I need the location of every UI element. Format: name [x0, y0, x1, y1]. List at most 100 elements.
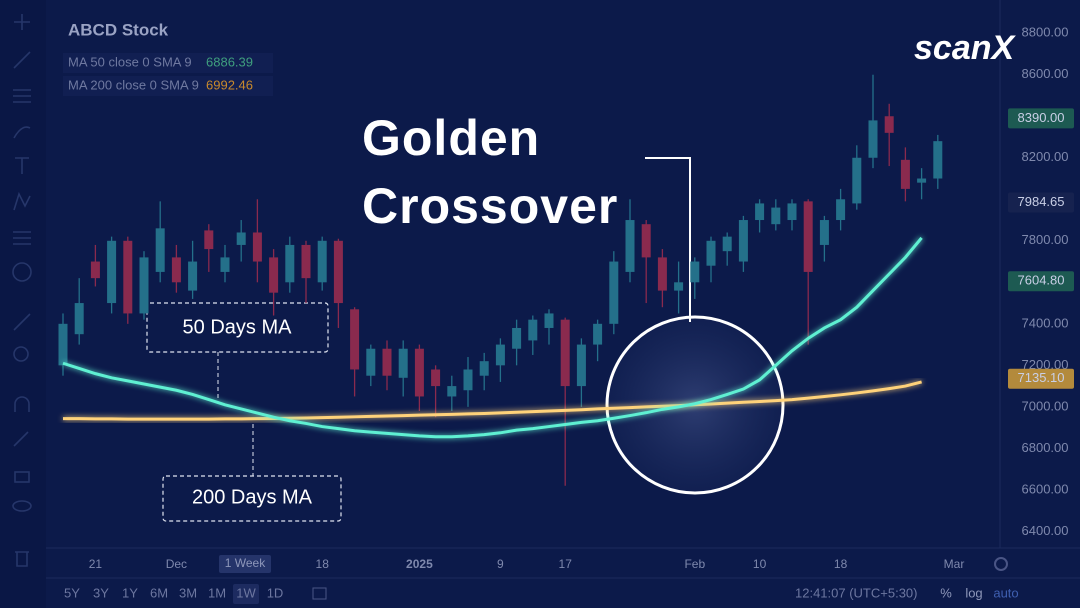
candle-body — [204, 230, 214, 250]
y-tick-label: 8600.00 — [1022, 66, 1069, 81]
candle-body — [463, 369, 473, 391]
candle-body — [755, 203, 765, 221]
logo: scanX — [914, 29, 1016, 67]
x-tick-label: 17 — [559, 557, 573, 571]
lock-draw-tool[interactable] — [13, 431, 29, 447]
candle-body — [431, 369, 441, 387]
price-tag — [1008, 271, 1074, 292]
chart-title: ABCD Stock — [68, 20, 169, 39]
range-button[interactable]: 3Y — [93, 585, 109, 600]
candle-body — [123, 240, 133, 314]
candle-body — [479, 361, 489, 376]
visibility-tool[interactable] — [12, 500, 32, 512]
delete-tool[interactable] — [15, 551, 29, 567]
crosshair-tool[interactable] — [14, 14, 30, 30]
price-tag — [1008, 368, 1074, 389]
candle-body — [447, 386, 457, 397]
x-tick-label: 9 — [497, 557, 504, 571]
y-tick-label: 7400.00 — [1022, 315, 1069, 330]
candle-body — [285, 244, 295, 283]
candle-body — [900, 159, 910, 189]
candle-body — [220, 257, 230, 272]
candle-body — [90, 261, 100, 279]
candle-body — [787, 203, 797, 221]
callout-box — [146, 302, 329, 353]
clock: 12:41:07 (UTC+5:30) — [795, 585, 917, 600]
candle-body — [819, 220, 829, 245]
scale-option[interactable]: auto — [993, 585, 1018, 600]
candle-body — [641, 224, 651, 258]
annotation-connector — [645, 157, 691, 322]
price-tag — [1008, 192, 1074, 213]
prediction-tool[interactable] — [13, 231, 31, 245]
candle-body — [366, 348, 376, 376]
x-tick-label: Mar — [944, 557, 965, 571]
zoom-tool[interactable] — [13, 346, 29, 362]
y-tick-label: 7000.00 — [1022, 398, 1069, 413]
y-tick-label: 6800.00 — [1022, 440, 1069, 455]
candle-body — [690, 261, 700, 283]
candle-body — [495, 344, 505, 366]
y-tick-label: 7800.00 — [1022, 232, 1069, 247]
drawing-tools[interactable] — [12, 14, 32, 567]
candle-body — [528, 319, 538, 341]
x-tick-label: 21 — [89, 557, 103, 571]
legend-value: 6992.46 — [206, 77, 253, 92]
candle-body — [674, 282, 684, 291]
candle-body — [512, 327, 522, 349]
candle-body — [722, 236, 732, 252]
candle-body — [382, 348, 392, 376]
settings-button[interactable] — [994, 557, 1008, 571]
y-tick-label: 6600.00 — [1022, 481, 1069, 496]
candle-body — [171, 257, 181, 283]
candle-body — [771, 207, 781, 225]
range-button[interactable]: 5Y — [64, 585, 80, 600]
range-button[interactable]: 3M — [179, 585, 197, 600]
x-tick-label: Dec — [166, 557, 187, 571]
left-toolbar — [0, 0, 46, 608]
lock-tool[interactable] — [14, 471, 30, 483]
compare-button[interactable] — [312, 587, 327, 600]
x-tick-label: 18 — [834, 557, 848, 571]
range-active-bg — [233, 584, 259, 604]
range-button[interactable]: 1W — [236, 585, 256, 600]
candle-body — [593, 323, 603, 345]
candle-body — [350, 309, 360, 370]
range-button[interactable]: 1M — [208, 585, 226, 600]
range-button[interactable]: 1D — [267, 585, 284, 600]
icon-tool[interactable] — [12, 262, 32, 282]
pattern-tool[interactable] — [13, 191, 31, 211]
legend-label: MA 50 close 0 SMA 9 — [68, 54, 192, 69]
measure-tool[interactable] — [13, 313, 31, 331]
callout-label: 200 Days MA — [192, 486, 313, 508]
legend-label: MA 200 close 0 SMA 9 — [68, 77, 199, 92]
scale-option[interactable]: % — [940, 585, 952, 600]
candle-body — [836, 199, 846, 221]
magnet-tool[interactable] — [14, 396, 30, 412]
fib-tool[interactable] — [13, 89, 31, 103]
candle-body — [738, 220, 748, 262]
candle-body — [560, 319, 570, 387]
x-tick-label: Feb — [684, 557, 705, 571]
candle-body — [544, 313, 554, 328]
legend-row-bg — [63, 53, 273, 73]
candle-body — [868, 120, 878, 158]
range-button[interactable]: 1Y — [122, 585, 138, 600]
candle-body — [236, 232, 246, 245]
brush-tool[interactable] — [13, 126, 31, 139]
x-tick-label: 18 — [316, 557, 330, 571]
candle-body — [414, 348, 424, 397]
legend-value: 6886.39 — [206, 54, 253, 69]
candle-body — [139, 257, 149, 314]
annotation-title: Golden Crossover — [362, 110, 619, 234]
trendline-tool[interactable] — [13, 51, 31, 69]
candle-body — [884, 116, 894, 133]
callout-label: 50 Days MA — [183, 316, 293, 338]
candle-body — [803, 201, 813, 272]
y-tick-label: 8800.00 — [1022, 25, 1069, 40]
range-button[interactable]: 6M — [150, 585, 168, 600]
candle-body — [333, 240, 343, 304]
scale-option[interactable]: log — [965, 585, 982, 600]
text-tool[interactable] — [15, 157, 29, 174]
